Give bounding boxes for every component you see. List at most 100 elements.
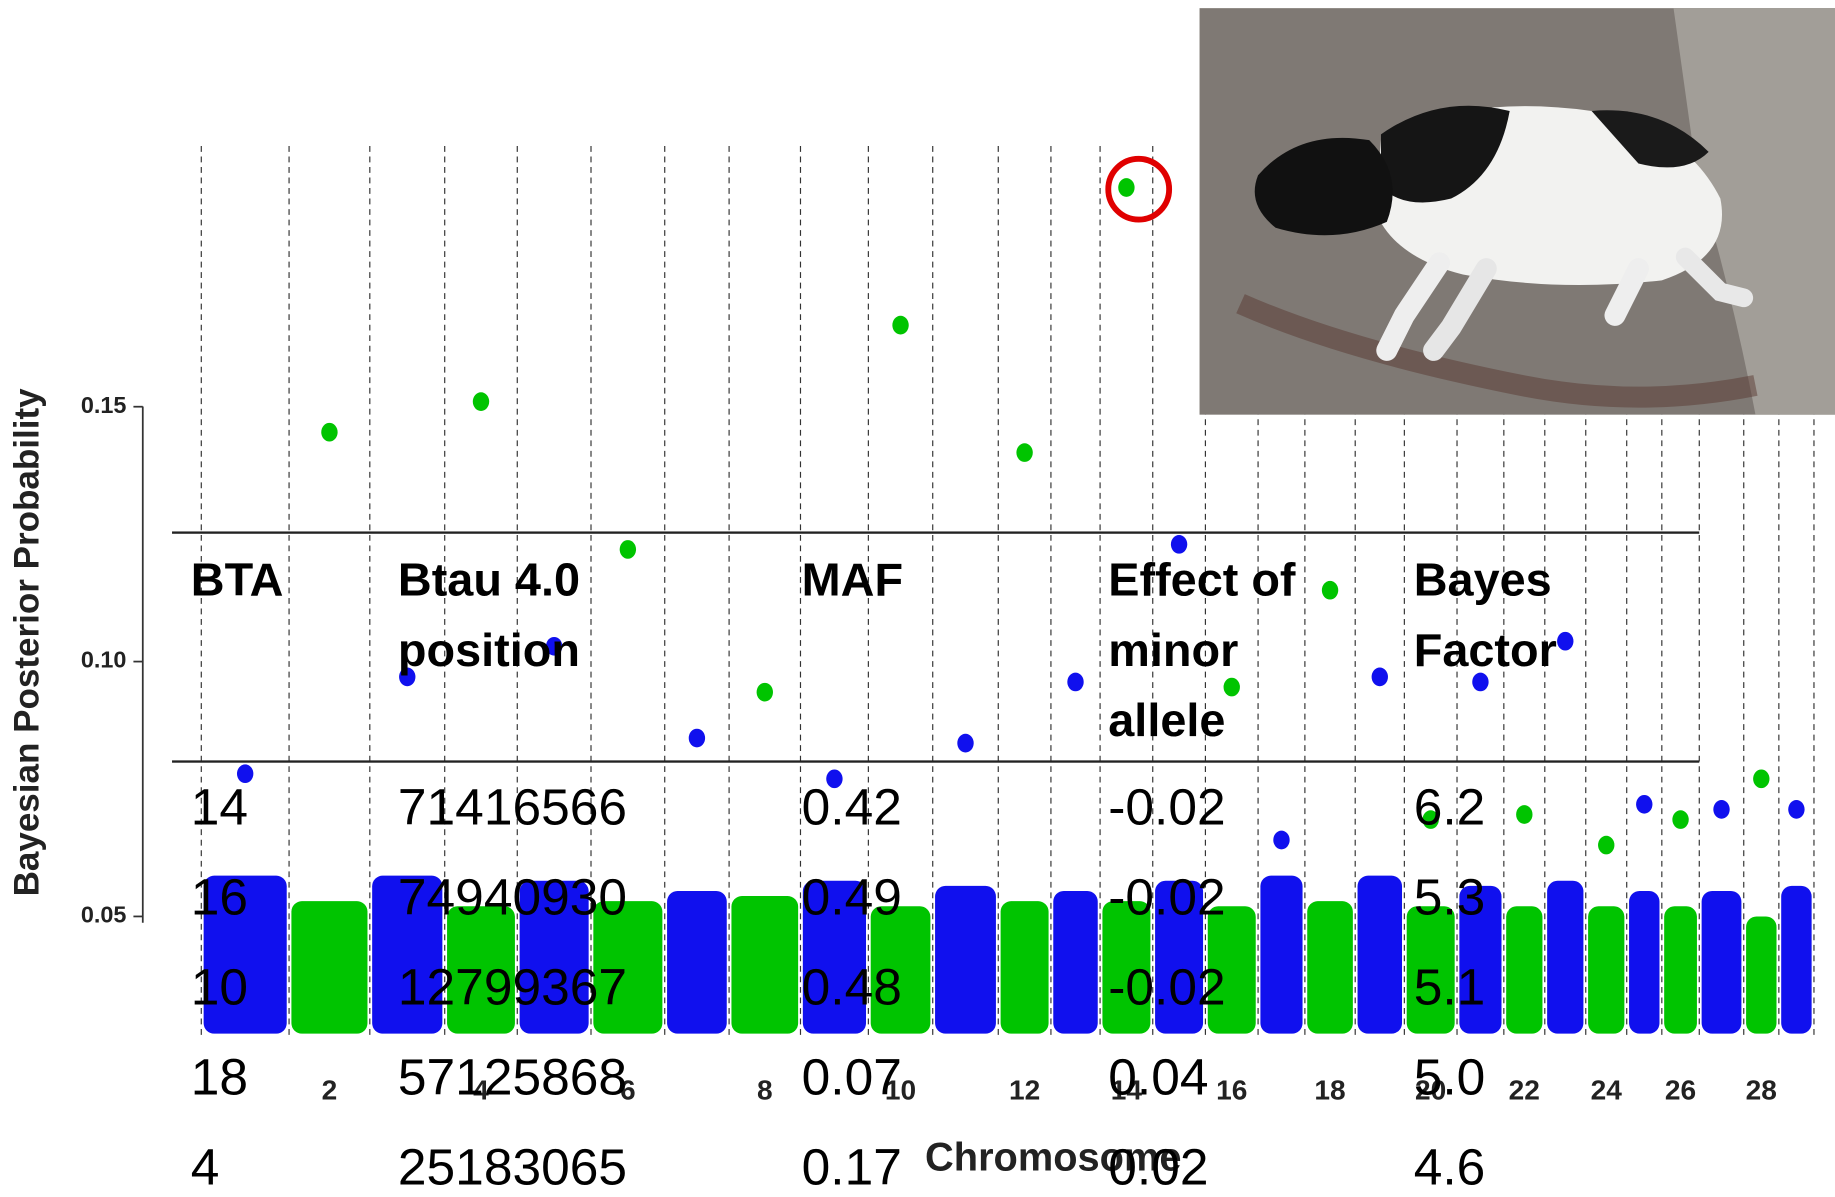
y-tick-label: 0.10	[81, 647, 127, 673]
table-header: Btau 4.0 position	[397, 554, 581, 677]
table-rule	[172, 760, 1700, 763]
table-cell: 0.42	[801, 779, 902, 837]
table-cell: 0.17	[801, 1138, 902, 1197]
table-rule	[172, 531, 1700, 534]
snp-cloud	[203, 875, 287, 1034]
snp-cloud	[291, 901, 368, 1034]
snp-cloud	[1664, 906, 1697, 1034]
snp-cloud	[802, 880, 867, 1034]
peak-snp	[545, 636, 563, 656]
table-cell: 5.3	[1413, 868, 1486, 927]
peak-snp	[1067, 672, 1084, 692]
table-cell: 0.02	[1108, 1138, 1209, 1197]
peak-snp	[1118, 178, 1135, 197]
snp-cloud	[1746, 916, 1777, 1034]
x-tick-label: 28	[1746, 1075, 1777, 1106]
table-cell: -0.02	[1108, 958, 1226, 1017]
table-cell: 10	[190, 958, 249, 1017]
peak-snp	[1557, 631, 1574, 651]
snp-cloud	[1260, 875, 1303, 1034]
table-cell: 0.04	[1108, 1048, 1209, 1107]
table-cell: 5.1	[1413, 958, 1486, 1017]
table-cell: 18	[190, 1048, 249, 1107]
peak-snp	[472, 392, 490, 411]
snp-cloud	[1588, 906, 1625, 1034]
peak-snp	[1713, 800, 1730, 819]
peak-snp	[1672, 810, 1689, 829]
table-cell: 16	[190, 868, 249, 927]
peak-snp	[756, 682, 773, 702]
snp-cloud	[1547, 880, 1584, 1034]
table-cell: 71416566	[397, 779, 628, 837]
y-axis-title: Bayesian Posterior Probability	[8, 388, 47, 897]
peak-snp	[619, 540, 637, 559]
snp-cloud	[1307, 901, 1353, 1034]
peak-snp	[1636, 794, 1653, 814]
table-cell: 4.6	[1413, 1138, 1486, 1197]
highlight-ring	[1105, 155, 1173, 223]
x-tick-label: 12	[1009, 1075, 1040, 1106]
x-tick-label: 16	[1216, 1075, 1247, 1106]
peak-snp	[1273, 830, 1290, 850]
table-header: Bayes Factor	[1413, 554, 1557, 677]
x-tick-label: 18	[1314, 1075, 1345, 1106]
snp-cloud	[1155, 880, 1204, 1034]
snp-cloud	[1053, 890, 1098, 1034]
peak-snp	[1598, 835, 1615, 855]
table-cell: 25183065	[397, 1138, 628, 1197]
snp-cloud	[1629, 890, 1660, 1034]
x-tick-label: 4	[473, 1075, 489, 1106]
peak-snp	[1422, 810, 1439, 829]
peak-snp	[1016, 443, 1033, 462]
x-tick-label: 8	[757, 1075, 773, 1106]
table-cell: 0.49	[801, 868, 902, 927]
snp-cloud	[447, 906, 515, 1034]
calf-photo	[1199, 8, 1835, 415]
snp-cloud	[1506, 906, 1543, 1034]
table-header: MAF	[801, 554, 904, 607]
peak-snp	[688, 728, 706, 748]
y-tick-label: 0.15	[81, 392, 127, 418]
x-tick-label: 14	[1111, 1075, 1143, 1106]
snp-cloud	[667, 890, 727, 1034]
x-tick-label: 20	[1415, 1075, 1446, 1106]
table-header: BTA	[190, 554, 284, 607]
snp-cloud	[1207, 906, 1256, 1034]
table-cell: 12799367	[397, 958, 628, 1017]
x-tick-label: 22	[1509, 1075, 1540, 1106]
peak-snp	[892, 315, 909, 335]
snp-cloud	[1781, 885, 1812, 1034]
peak-snp	[1516, 805, 1533, 824]
peak-snp	[1753, 769, 1770, 789]
table-cell: -0.02	[1108, 868, 1226, 927]
snp-cloud	[519, 880, 589, 1034]
table-cell: 74940930	[397, 868, 628, 927]
x-tick-label: 6	[620, 1075, 636, 1106]
x-tick-label: 2	[322, 1075, 338, 1106]
table-cell: -0.02	[1108, 779, 1226, 837]
table-cell: 0.48	[801, 958, 902, 1017]
table-cell: 4	[190, 1138, 220, 1197]
x-axis-title: Chromosome	[925, 1135, 1181, 1179]
peak-snp	[399, 667, 416, 687]
table-cell: 14	[190, 779, 249, 837]
table-cell: 0.07	[801, 1048, 902, 1107]
snp-cloud	[1459, 885, 1502, 1034]
snp-cloud	[1102, 901, 1151, 1034]
peak-snp	[321, 422, 338, 442]
snp-cloud	[1357, 875, 1403, 1034]
plot-area: 0.050.100.152 4 6 8 10 12 14 16 18 20 22 24 26 28	[81, 145, 1815, 1106]
peak-snp	[1371, 667, 1388, 687]
table-header: Effect of minor allele	[1108, 554, 1296, 747]
peak-snp	[826, 769, 843, 789]
snp-cloud	[1000, 901, 1049, 1034]
peak-snp	[957, 733, 974, 753]
snp-cloud	[1701, 890, 1742, 1034]
peak-snp	[1321, 580, 1339, 600]
x-tick-label: 10	[885, 1075, 916, 1106]
peak-snp	[1170, 534, 1188, 554]
table-cell: 57125868	[397, 1048, 628, 1107]
table-cell: 5.0	[1413, 1048, 1486, 1107]
